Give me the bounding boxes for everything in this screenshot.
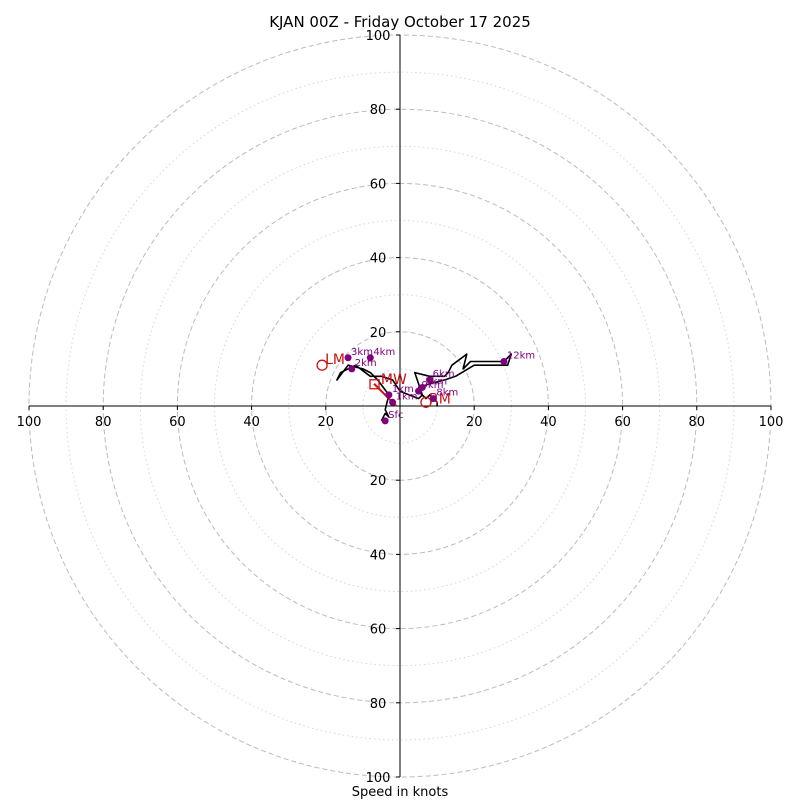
y-tick-label: 100 — [366, 29, 391, 44]
y-tick-label: 80 — [370, 103, 387, 118]
height-marker-dot — [389, 398, 397, 406]
x-tick-label: 80 — [95, 415, 112, 430]
x-tick-label: 60 — [614, 415, 631, 430]
axes — [29, 35, 771, 777]
x-tick-label: 100 — [759, 415, 784, 430]
tick-labels: 100 80 60 40 20 20 40 60 80 100 100 80 60 40 20 20 40 60 8… — [17, 29, 784, 786]
shear-origin-square — [369, 379, 380, 390]
height-marker-label: 2km — [355, 358, 377, 369]
chart-title: KJAN 00Z - Friday October 17 2025 — [269, 13, 531, 31]
y-tick-label: 80 — [370, 697, 387, 712]
y-tick-label: 40 — [370, 252, 387, 267]
x-tick-label: 40 — [243, 415, 260, 430]
height-marker-dot — [429, 395, 437, 403]
x-tick-label: 100 — [17, 415, 42, 430]
y-tick-label: 20 — [370, 474, 387, 489]
x-tick-label: 20 — [466, 415, 483, 430]
y-tick-label: 20 — [370, 326, 387, 341]
x-tick-label: 80 — [689, 415, 706, 430]
height-marker-dot — [500, 357, 508, 365]
height-marker-dot — [348, 365, 356, 373]
height-marker-dot — [344, 354, 352, 362]
height-marker-dot — [381, 417, 389, 425]
height-marker-dot — [415, 387, 423, 395]
mw-label: MW — [381, 372, 407, 388]
height-marker-dot — [366, 354, 374, 362]
height-marker-label: 3km — [351, 347, 373, 358]
x-tick-label: 40 — [540, 415, 557, 430]
height-marker-dot — [426, 376, 434, 384]
height-marker-label: 1km — [392, 384, 414, 395]
y-tick-label: 60 — [370, 177, 387, 192]
lm-marker — [316, 359, 328, 371]
y-tick-label: 40 — [370, 548, 387, 563]
y-tick-label: 60 — [370, 623, 387, 638]
height-marker-label: 6km — [433, 369, 455, 380]
y-tick-label: 100 — [366, 771, 391, 786]
lm-label: LM — [325, 352, 345, 368]
x-axis-label: Speed in knots — [352, 785, 449, 800]
height-marker-label: 12km — [507, 350, 535, 361]
x-tick-label: 20 — [318, 415, 335, 430]
rm-marker — [420, 396, 432, 408]
x-tick-label: 60 — [169, 415, 186, 430]
height-marker-label: 1km — [396, 391, 418, 402]
height-marker-label: 8km — [436, 388, 458, 399]
height-marker-label: Sfc — [388, 410, 403, 421]
height-marker-label: 5km — [425, 376, 447, 387]
height-marker-label: 4km — [373, 347, 395, 358]
height-marker-dot — [385, 391, 393, 399]
height-marker-label: 9km — [422, 380, 444, 391]
